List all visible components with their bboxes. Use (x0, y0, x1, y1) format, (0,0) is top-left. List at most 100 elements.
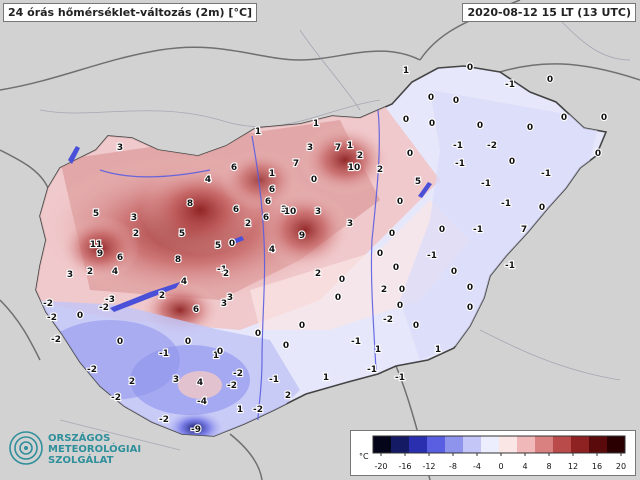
station-value: 0 (335, 293, 341, 303)
legend-swatch (463, 436, 482, 453)
station-value: 9 (299, 231, 305, 241)
station-value: -2 (43, 299, 53, 309)
station-value: 5 (93, 209, 99, 219)
station-value: -1 (505, 80, 515, 90)
station-value: 0 (117, 337, 123, 347)
station-value: 3 (221, 299, 227, 309)
station-value: 0 (477, 121, 483, 131)
omsz-logo: ORSZÁGOS METEOROLÓGIAI SZOLGÁLAT (8, 428, 142, 472)
station-value: 8 (187, 199, 193, 209)
station-value: -1 (453, 141, 463, 151)
station-value: -2 (233, 369, 243, 379)
station-value: 0 (377, 249, 383, 259)
station-value: 3 (315, 207, 321, 217)
station-value: 3 (117, 143, 123, 153)
legend-ticks: -20 -16 -12 -8 -4 0 4 8 12 16 20 (374, 453, 626, 471)
station-value: -1 (505, 261, 515, 271)
legend-tick-label: 16 (592, 462, 602, 471)
station-value: -2 (99, 303, 109, 313)
station-value: 4 (181, 277, 187, 287)
station-value: 0 (561, 113, 567, 123)
legend-swatch (553, 436, 572, 453)
station-value: -2 (87, 365, 97, 375)
station-value: 9 (97, 249, 103, 259)
station-value: 0 (393, 263, 399, 273)
legend-tick-label: 4 (522, 462, 527, 471)
station-value: 0 (389, 229, 395, 239)
legend-swatch (499, 436, 518, 453)
station-value: -1 (395, 373, 405, 383)
station-value: 2 (87, 267, 93, 277)
station-value: 0 (403, 115, 409, 125)
station-value: -3 (105, 295, 115, 305)
station-value: 3 (227, 293, 233, 303)
station-value: 1 (403, 66, 409, 76)
station-value: 1 (375, 345, 381, 355)
legend-unit: °C (359, 452, 369, 461)
station-value: 2 (285, 391, 291, 401)
station-value: 0 (547, 75, 553, 85)
map-title: 24 órás hőmérséklet-változás (2m) [°C] (3, 3, 258, 22)
station-value: -1 (501, 199, 511, 209)
station-value: 1 (323, 373, 329, 383)
logo-circle-icon (9, 431, 43, 465)
station-value: 0 (399, 285, 405, 295)
station-value: 0 (428, 93, 434, 103)
station-value: -2 (159, 415, 169, 425)
station-value: 0 (439, 225, 445, 235)
station-value: 7 (293, 159, 299, 169)
station-value: 6 (233, 205, 239, 215)
station-value: 0 (77, 311, 83, 321)
station-value: -1 (159, 349, 169, 359)
station-value: 0 (397, 197, 403, 207)
station-value: 1 (435, 345, 441, 355)
station-value: 6 (117, 253, 123, 263)
station-value: -1 (427, 251, 437, 261)
legend-tick-label: 20 (616, 462, 626, 471)
station-value: -1 (269, 375, 279, 385)
station-value: -2 (383, 315, 393, 325)
station-value: -1 (217, 265, 227, 275)
station-value: 1 (269, 169, 275, 179)
legend-tick-label: -16 (398, 462, 411, 471)
legend-tick-label: -4 (473, 462, 481, 471)
station-value: 0 (311, 175, 317, 185)
logo-line-3: SZOLGÁLAT (48, 455, 114, 466)
station-value: -1 (473, 225, 483, 235)
station-value: 2 (129, 377, 135, 387)
station-value: 3 (67, 270, 73, 280)
station-value: -1 (367, 365, 377, 375)
station-value: 2 (245, 219, 251, 229)
station-value: 0 (509, 157, 515, 167)
logo-line-2: METEOROLÓGIAI (48, 444, 142, 455)
station-value: 0 (453, 96, 459, 106)
legend-tick-label: -20 (374, 462, 387, 471)
station-value: -2 (253, 405, 263, 415)
legend-tick-label: 12 (568, 462, 578, 471)
station-value: 3 (173, 375, 179, 385)
station-value: 4 (269, 245, 275, 255)
station-value: 0 (397, 301, 403, 311)
legend-swatch (589, 436, 608, 453)
station-value: -4 (197, 397, 207, 407)
station-value: 7 (521, 225, 527, 235)
legend-swatch (409, 436, 428, 453)
station-value: 6 (193, 305, 199, 315)
station-value: 10 (348, 163, 361, 173)
station-value: 11 (90, 240, 103, 250)
station-value: 0 (407, 149, 413, 159)
station-value: 3 (307, 143, 313, 153)
station-value: -2 (487, 141, 497, 151)
balaton-lake (110, 282, 180, 312)
legend-swatch (373, 436, 392, 453)
station-value: -1 (541, 169, 551, 179)
legend-swatch (481, 436, 500, 453)
station-value: 0 (539, 203, 545, 213)
station-value: 2 (357, 151, 363, 161)
station-value: 8 (175, 255, 181, 265)
station-value: 4 (205, 175, 211, 185)
color-legend: °C -20 -16 -12 -8 -4 0 4 8 12 16 20 (350, 430, 636, 476)
station-value: 0 (429, 119, 435, 129)
